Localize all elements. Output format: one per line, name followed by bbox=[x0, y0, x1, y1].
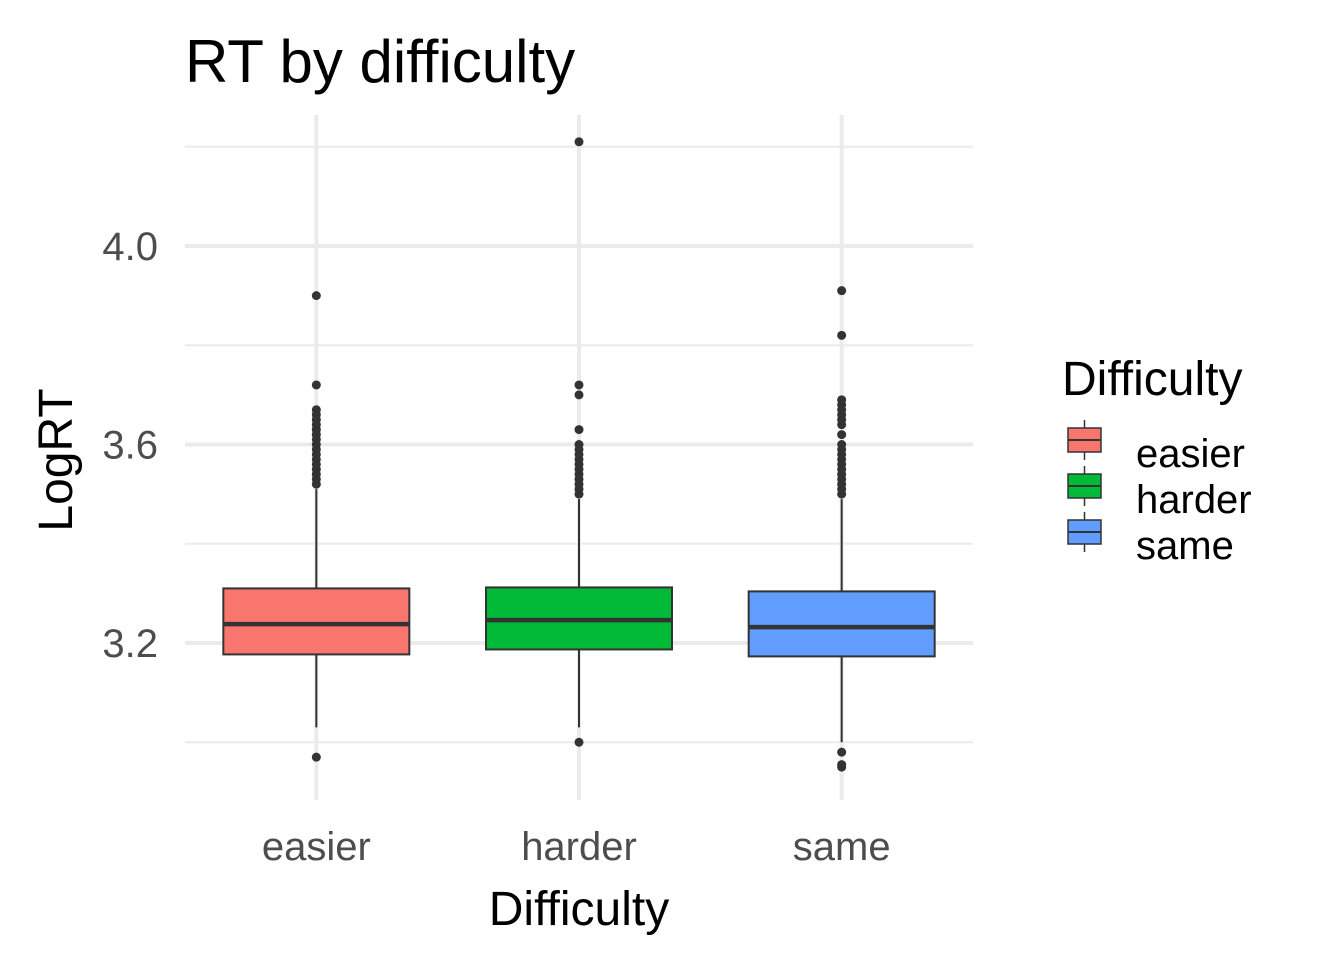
box-series bbox=[222, 137, 936, 772]
box-harder bbox=[485, 137, 673, 747]
outlier-point bbox=[574, 425, 584, 435]
legend-label: easier bbox=[1136, 432, 1245, 476]
legend-title: Difficulty bbox=[1062, 353, 1243, 406]
outlier-point bbox=[574, 137, 584, 147]
x-axis-title: Difficulty bbox=[489, 883, 670, 936]
outlier-point bbox=[311, 291, 321, 301]
legend-item-easier: easier bbox=[1067, 420, 1245, 476]
box-body bbox=[747, 590, 936, 658]
outlier-point bbox=[311, 405, 321, 415]
outlier-point bbox=[837, 330, 847, 340]
legend-item-harder: harder bbox=[1067, 466, 1252, 522]
legend-item-same: same bbox=[1067, 512, 1234, 568]
outlier-point bbox=[837, 747, 847, 757]
outlier-point bbox=[837, 760, 847, 770]
outlier-point bbox=[574, 390, 584, 400]
box-same bbox=[747, 286, 936, 772]
outlier-point bbox=[837, 286, 847, 296]
y-tick-label: 4.0 bbox=[102, 225, 158, 269]
legend-label: same bbox=[1136, 524, 1234, 568]
outlier-point bbox=[837, 395, 847, 405]
y-axis-title: LogRT bbox=[30, 388, 83, 531]
chart-title: RT by difficulty bbox=[185, 28, 575, 95]
outlier-point bbox=[574, 380, 584, 390]
x-tick-label: same bbox=[793, 825, 891, 869]
y-tick-label: 3.2 bbox=[102, 622, 158, 666]
outlier-point bbox=[574, 440, 584, 449]
outlier-point bbox=[574, 737, 584, 747]
outlier-point bbox=[837, 440, 847, 449]
y-tick-label: 3.6 bbox=[102, 424, 158, 468]
x-tick-label: harder bbox=[521, 825, 637, 869]
outlier-point bbox=[837, 430, 847, 440]
outlier-point bbox=[311, 752, 321, 762]
legend-label: harder bbox=[1136, 478, 1252, 522]
y-axis-ticks: 3.2 3.6 4.0 bbox=[102, 225, 158, 666]
box-easier bbox=[222, 291, 411, 762]
outlier-point bbox=[311, 380, 321, 390]
x-axis-ticks: easier harder same bbox=[262, 825, 891, 869]
box-body bbox=[222, 587, 411, 656]
x-tick-label: easier bbox=[262, 825, 371, 869]
